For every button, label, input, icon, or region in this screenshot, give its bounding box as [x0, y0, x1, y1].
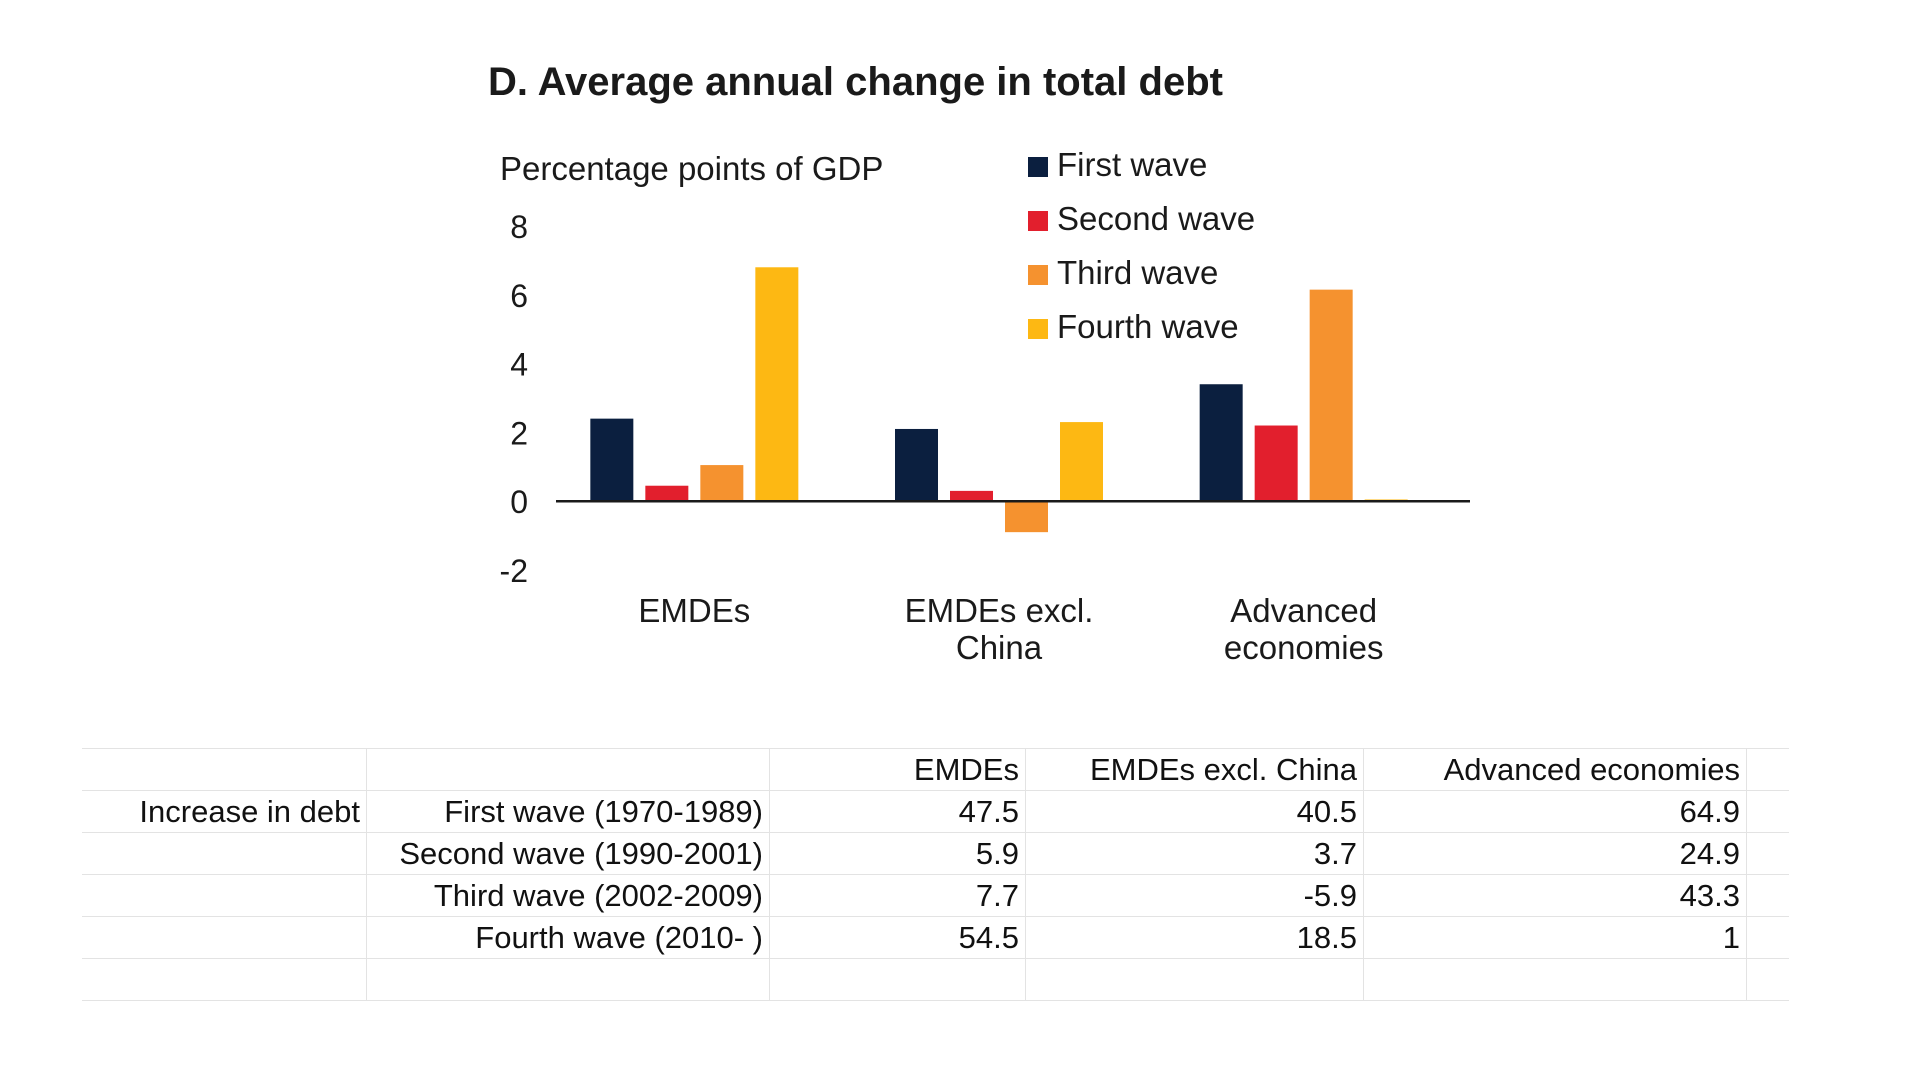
y-tick-label: 6: [510, 278, 528, 314]
table-header-cell: [366, 748, 770, 791]
bar-series: [590, 267, 1408, 533]
legend: First wave Second wave Third wave Fourth wa…: [1028, 146, 1255, 345]
table-cell: 64.9: [1363, 790, 1747, 833]
bar-fourth-wave: [1060, 422, 1103, 502]
table-cell: 1: [1363, 916, 1747, 959]
table-header-cell: Advanced economies: [1363, 748, 1747, 791]
bar-first-wave: [1199, 384, 1243, 502]
data-table: EMDEs EMDEs excl. China Advanced economies…: [82, 748, 1789, 1001]
table-cell: 7.7: [769, 874, 1026, 917]
category-label: Advanced: [1230, 592, 1377, 629]
y-tick-labels: 8 6 4 2 0 -2: [500, 209, 528, 589]
table-header-cell: [1746, 748, 1789, 791]
table-cell: First wave (1970-1989): [366, 790, 770, 833]
bar-third-wave: [1309, 289, 1353, 502]
y-tick-label: 8: [510, 209, 528, 245]
table-cell: 24.9: [1363, 832, 1747, 875]
table-cell: [366, 958, 770, 1001]
bar-fourth-wave: [755, 267, 799, 502]
table-row: Third wave (2002-2009) 7.7 -5.9 43.3: [82, 874, 1789, 917]
bar-third-wave: [1005, 501, 1048, 533]
table-row: [82, 958, 1789, 1001]
table-cell: 54.5: [769, 916, 1026, 959]
y-tick-label: -2: [500, 553, 528, 589]
table-cell: 3.7: [1025, 832, 1364, 875]
table-cell: Fourth wave (2010- ): [366, 916, 770, 959]
table-cell: [1746, 874, 1789, 917]
table-cell: Increase in debt: [82, 790, 367, 833]
chart-title: D. Average annual change in total debt: [488, 60, 1223, 104]
table-cell: 40.5: [1025, 790, 1364, 833]
legend-label: Third wave: [1057, 254, 1218, 291]
table-cell: [1746, 832, 1789, 875]
table-header-cell: EMDEs: [769, 748, 1026, 791]
bar-first-wave: [590, 418, 634, 502]
bar-second-wave: [1254, 425, 1298, 502]
legend-label: First wave: [1057, 146, 1207, 183]
legend-label: Fourth wave: [1057, 308, 1239, 345]
table-cell: Second wave (1990-2001): [366, 832, 770, 875]
category-label: EMDEs excl.: [905, 592, 1094, 629]
bar-first-wave: [895, 428, 938, 502]
table-cell: 18.5: [1025, 916, 1364, 959]
legend-swatch: [1028, 157, 1048, 177]
table-header-cell: EMDEs excl. China: [1025, 748, 1364, 791]
table-cell: [1363, 958, 1747, 1001]
table-row: Fourth wave (2010- ) 54.5 18.5 1: [82, 916, 1789, 959]
table-cell: [82, 874, 367, 917]
table-cell: [1746, 958, 1789, 1001]
table-cell: [769, 958, 1026, 1001]
table-cell: -5.9: [1025, 874, 1364, 917]
legend-swatch: [1028, 319, 1048, 339]
table-header-row: EMDEs EMDEs excl. China Advanced economies: [82, 748, 1789, 791]
bar-third-wave: [700, 465, 744, 502]
table-row: Second wave (1990-2001) 5.9 3.7 24.9: [82, 832, 1789, 875]
category-label: China: [956, 629, 1043, 666]
table-cell: 5.9: [769, 832, 1026, 875]
bar-second-wave: [645, 485, 689, 502]
table-cell: [1746, 790, 1789, 833]
category-label: economies: [1224, 629, 1384, 666]
table-cell: [82, 958, 367, 1001]
bar-second-wave: [950, 490, 993, 502]
table-cell: [1746, 916, 1789, 959]
legend-swatch: [1028, 265, 1048, 285]
table-cell: [82, 832, 367, 875]
y-tick-label: 0: [510, 484, 528, 520]
table-cell: 43.3: [1363, 874, 1747, 917]
table-header-cell: [82, 748, 367, 791]
legend-swatch: [1028, 211, 1048, 231]
table-cell: [1025, 958, 1364, 1001]
category-label: EMDEs: [638, 592, 750, 629]
table-cell: Third wave (2002-2009): [366, 874, 770, 917]
table-cell: [82, 916, 367, 959]
table-row: Increase in debt First wave (1970-1989) 47…: [82, 790, 1789, 833]
legend-label: Second wave: [1057, 200, 1255, 237]
y-tick-label: 4: [510, 347, 528, 383]
table-cell: 47.5: [769, 790, 1026, 833]
y-tick-label: 2: [510, 415, 528, 451]
y-axis-label: Percentage points of GDP: [500, 150, 883, 187]
